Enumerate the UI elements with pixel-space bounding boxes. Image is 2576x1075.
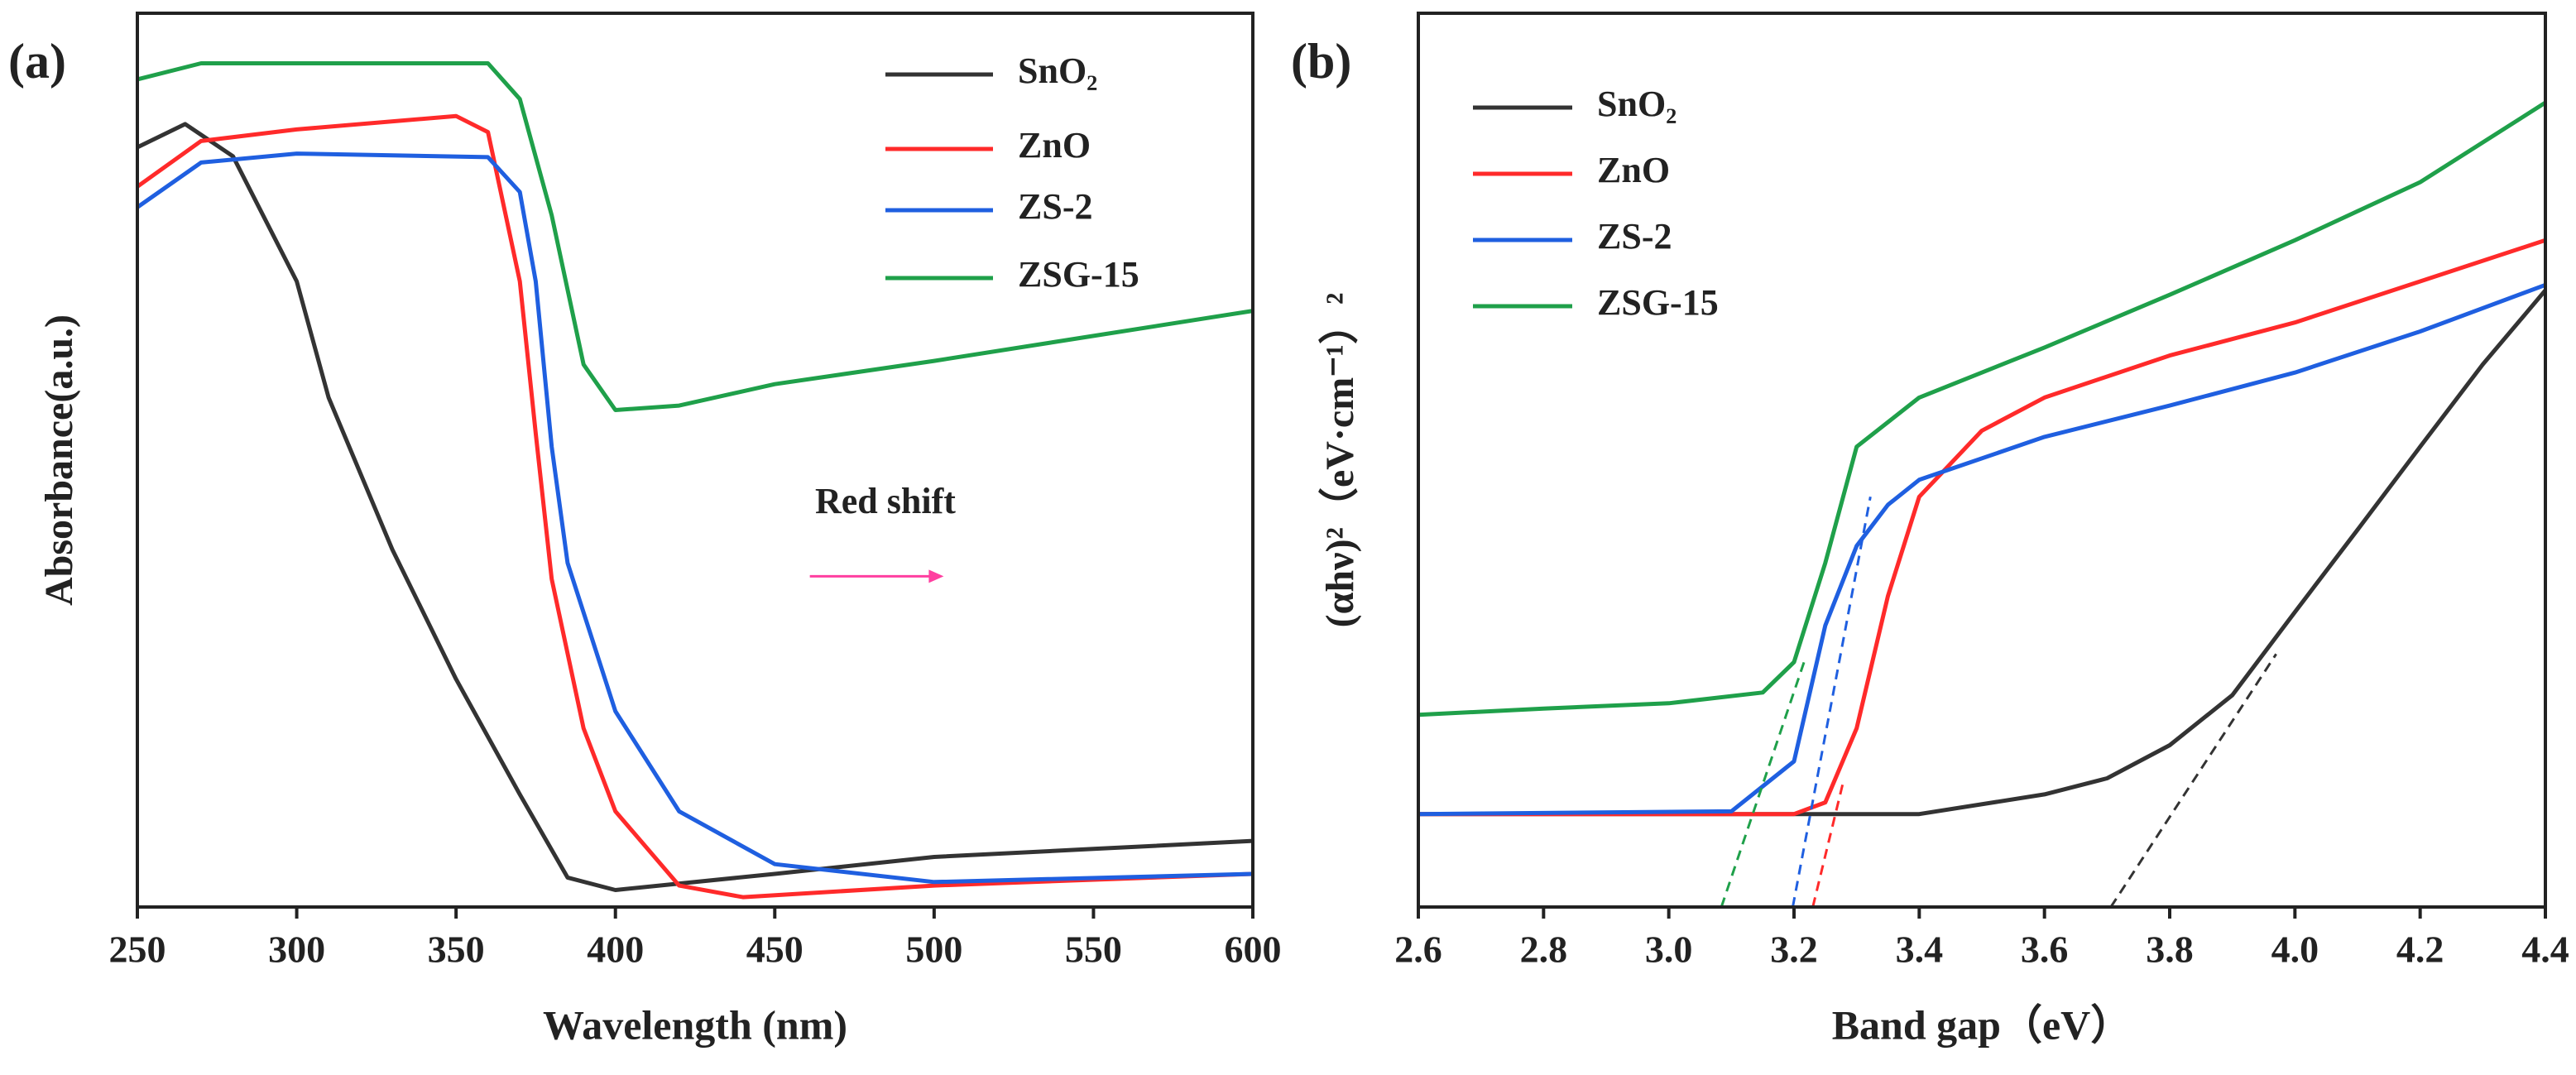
x-tick-label: 3.4 (1896, 929, 1944, 971)
legend-label: SnO₂ (1597, 84, 1677, 124)
panel-label: (b) (1291, 34, 1351, 89)
x-tick-label: 4.4 (2521, 929, 2569, 971)
legend-label: SnO₂ (1018, 50, 1097, 91)
series-line (1418, 289, 2547, 817)
y-axis-label: (αhν)²（eV·cm⁻¹）² (1318, 293, 1362, 628)
legend-label: ZS-2 (1018, 186, 1092, 227)
x-tick-label: 500 (905, 929, 962, 971)
x-tick-label: 2.6 (1394, 929, 1442, 971)
x-axis-label: Wavelength (nm) (543, 1001, 847, 1048)
x-tick-label: 3.6 (2021, 929, 2069, 971)
x-tick-label: 350 (428, 929, 485, 971)
legend-label: ZS-2 (1597, 216, 1672, 257)
x-tick-label: 300 (268, 929, 325, 971)
panel-label: (a) (8, 34, 66, 89)
annotation: Red shift (815, 481, 956, 521)
legend-label: ZnO (1018, 125, 1091, 166)
x-tick-label: 450 (746, 929, 804, 971)
x-tick-label: 3.2 (1770, 929, 1818, 971)
tangent-line (1720, 661, 1806, 908)
series-line (1418, 100, 2547, 717)
legend-label: ZSG-15 (1597, 282, 1719, 323)
series-line (136, 122, 1254, 892)
x-tick-label: 3.8 (2146, 929, 2194, 971)
plot-frame (1417, 12, 2547, 909)
x-tick-label: 4.0 (2271, 929, 2319, 971)
series-line (136, 113, 1254, 900)
legend-label: ZnO (1597, 150, 1670, 190)
annotation-arrowhead (928, 569, 944, 583)
x-tick-label: 3.0 (1645, 929, 1693, 971)
series-line (1418, 282, 2546, 817)
legend-label: ZSG-15 (1018, 254, 1139, 295)
x-tick-label: 4.2 (2396, 929, 2444, 971)
x-tick-label: 600 (1225, 929, 1282, 971)
series-line (136, 151, 1254, 885)
x-tick-label: 550 (1065, 929, 1122, 971)
x-tick-label: 2.8 (1520, 929, 1568, 971)
plot-frame (136, 12, 1254, 909)
tangent-line (1792, 497, 1872, 908)
tangent-line (2109, 653, 2277, 908)
series-line (137, 61, 1254, 412)
y-axis-label: Absorbance(a.u.) (37, 314, 81, 606)
x-tick-label: 400 (587, 929, 644, 971)
series-line (1418, 238, 2546, 817)
x-tick-label: 250 (109, 929, 166, 971)
x-axis-label: Band gap（eV） (1832, 1001, 2132, 1048)
tangent-line (1811, 778, 1845, 908)
